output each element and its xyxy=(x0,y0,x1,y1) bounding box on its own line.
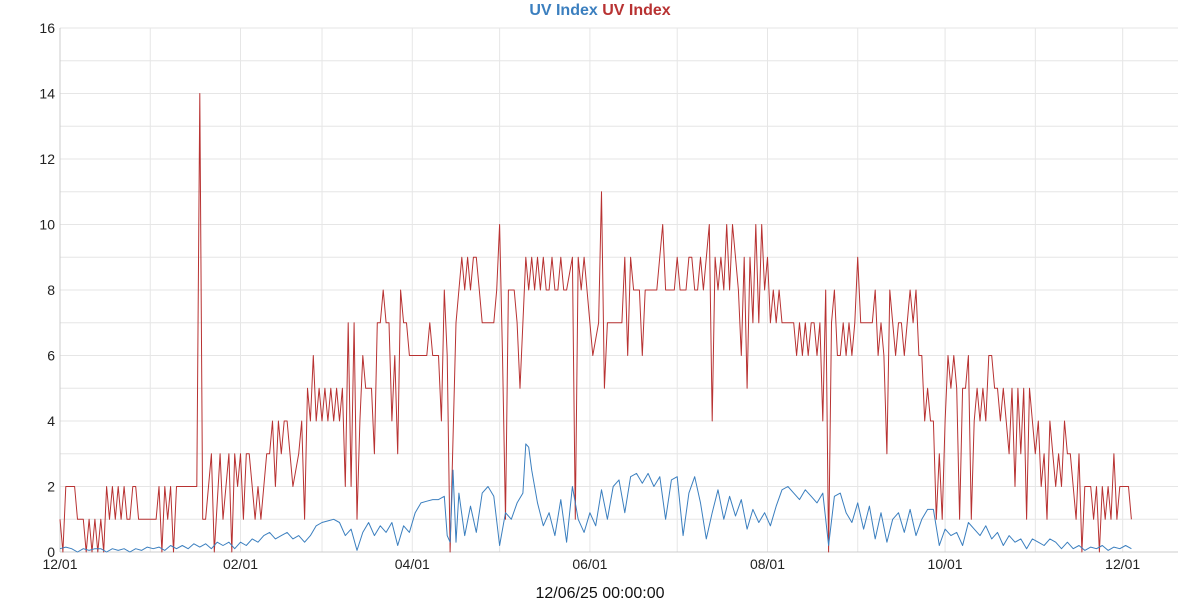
chart-title: UV Index UV Index xyxy=(529,2,670,19)
y-tick-label: 10 xyxy=(39,217,55,233)
y-tick-label: 14 xyxy=(39,86,55,102)
y-tick-label: 0 xyxy=(47,544,55,560)
x-tick-label: 08/01 xyxy=(750,556,785,572)
x-tick-label: 12/01 xyxy=(1105,556,1140,572)
title-part-1: UV Index xyxy=(529,2,598,19)
y-tick-label: 8 xyxy=(47,282,55,298)
series-line-2 xyxy=(59,443,1132,553)
grid-lines xyxy=(59,27,1178,553)
y-tick-label: 12 xyxy=(39,151,55,167)
series-lines xyxy=(59,93,1132,553)
series-line-1 xyxy=(59,93,1132,553)
x-axis-label: 12/06/25 00:00:00 xyxy=(535,585,664,600)
chart-title-text: UV Index UV Index xyxy=(529,2,670,19)
y-tick-label: 16 xyxy=(39,20,55,36)
y-tick-label: 2 xyxy=(47,479,55,495)
title-part-2: UV Index xyxy=(598,2,671,19)
x-tick-label: 02/01 xyxy=(223,556,258,572)
x-tick-label: 06/01 xyxy=(572,556,607,572)
x-tick-label: 12/01 xyxy=(42,556,77,572)
y-tick-label: 6 xyxy=(47,348,55,364)
axes: 0 2 4 6 8 10 12 14 16 12/01 02/01 04/01 06/01 08/01 10… xyxy=(39,20,1178,572)
x-tick-label: 04/01 xyxy=(395,556,430,572)
x-tick-label: 10/01 xyxy=(928,556,963,572)
y-tick-label: 4 xyxy=(47,413,55,429)
